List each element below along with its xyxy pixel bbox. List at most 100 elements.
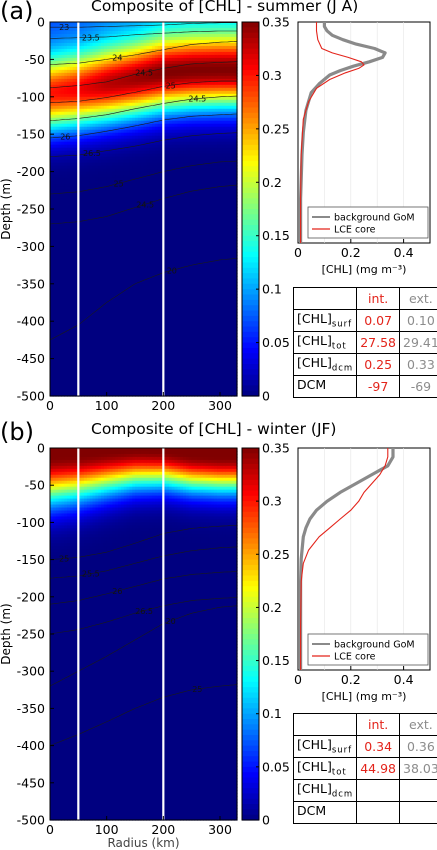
heatmap-cell	[61, 27, 65, 32]
heatmap-cell	[50, 222, 54, 227]
heatmap-cell	[126, 345, 130, 349]
heatmap-cell	[92, 348, 96, 352]
heatmap-cell	[129, 144, 133, 149]
heatmap-cell	[109, 249, 113, 253]
heatmap-cell	[115, 300, 119, 304]
heatmap-cell	[112, 291, 116, 295]
heatmap-cell	[58, 393, 62, 397]
heatmap-cell	[103, 333, 108, 337]
heatmap-cell	[129, 165, 133, 170]
heatmap-cell	[129, 252, 133, 256]
heatmap-cell	[78, 30, 82, 35]
heatmap-cell	[75, 231, 79, 236]
heatmap-cell	[67, 22, 71, 26]
heatmap-cell	[61, 207, 65, 212]
heatmap-cell	[154, 156, 159, 161]
heatmap-cell	[140, 192, 145, 197]
heatmap-cell	[50, 303, 54, 307]
heatmap-cell	[109, 294, 113, 298]
heatmap-cell	[61, 168, 65, 173]
heatmap-cell	[86, 312, 91, 316]
heatmap-cell	[89, 186, 94, 191]
heatmap-cell	[140, 120, 145, 125]
heatmap-cell	[137, 108, 142, 113]
heatmap-cell	[132, 297, 136, 301]
heatmap-cell	[132, 162, 136, 167]
heatmap-cell	[126, 270, 130, 274]
heatmap-cell	[137, 195, 142, 200]
heatmap-cell	[120, 162, 125, 167]
heatmap-cell	[152, 294, 156, 298]
heatmap-cell	[132, 333, 136, 337]
heatmap-cell	[129, 378, 133, 382]
heatmap-cell	[72, 366, 77, 370]
heatmap-cell	[78, 135, 82, 140]
heatmap-cell	[89, 141, 94, 146]
heatmap-cell	[126, 279, 130, 283]
heatmap-cell	[95, 318, 99, 322]
heatmap-cell	[69, 342, 74, 346]
heatmap-cell	[101, 39, 105, 44]
heatmap-cell	[61, 315, 65, 319]
heatmap-cell	[132, 312, 136, 316]
heatmap-cell	[106, 132, 111, 137]
heatmap-cell	[123, 114, 128, 119]
heatmap-cell	[106, 210, 111, 215]
heatmap-cell	[140, 153, 145, 158]
heatmap-cell	[143, 357, 147, 361]
heatmap-cell	[75, 111, 79, 116]
heatmap-cell	[143, 183, 147, 188]
heatmap-cell	[106, 318, 111, 322]
heatmap-cell	[129, 90, 133, 95]
heatmap-cell	[55, 75, 60, 80]
heatmap-cell	[120, 81, 125, 86]
heatmap-cell	[95, 153, 99, 158]
heatmap-cell	[78, 117, 82, 122]
heatmap-cell	[67, 189, 71, 194]
heatmap-cell	[64, 36, 68, 41]
heatmap-cell	[106, 237, 111, 242]
heatmap-cell	[146, 207, 150, 212]
heatmap-cell	[123, 246, 128, 250]
heatmap-cell	[78, 177, 82, 182]
heatmap-cell	[123, 162, 128, 167]
heatmap-cell	[81, 171, 85, 176]
heatmap-cell	[137, 270, 142, 274]
heatmap-cell	[92, 318, 96, 322]
heatmap-cell	[89, 312, 94, 316]
heatmap-cell	[118, 270, 122, 274]
heatmap-cell	[84, 69, 88, 74]
heatmap-cell	[157, 297, 162, 301]
heatmap-cell	[69, 114, 74, 119]
heatmap-cell	[135, 159, 139, 164]
heatmap-cell	[98, 39, 102, 44]
heatmap-cell	[160, 186, 164, 191]
heatmap-cell	[81, 375, 85, 379]
heatmap-cell	[132, 225, 136, 230]
heatmap-cell	[160, 204, 164, 209]
heatmap-cell	[103, 171, 108, 176]
heatmap-cell	[101, 174, 105, 179]
heatmap-cell	[69, 216, 74, 221]
heatmap-cell	[98, 288, 102, 292]
heatmap-cell	[61, 159, 65, 164]
heatmap-cell	[52, 354, 57, 358]
heatmap-cell	[95, 177, 99, 182]
heatmap-cell	[129, 357, 133, 361]
heatmap-cell	[140, 393, 145, 397]
heatmap-cell	[154, 294, 159, 298]
heatmap-cell	[55, 102, 60, 107]
heatmap-cell	[143, 213, 147, 218]
heatmap-cell	[84, 78, 88, 83]
heatmap-cell	[92, 22, 96, 26]
heatmap-cell	[72, 228, 77, 233]
heatmap-cell	[61, 255, 65, 259]
heatmap-cell	[149, 126, 153, 131]
heatmap-cell	[137, 282, 142, 286]
heatmap-cell	[112, 222, 116, 227]
heatmap-cell	[154, 285, 159, 289]
heatmap-cell	[109, 180, 113, 185]
heatmap-cell	[55, 378, 60, 382]
heatmap-cell	[126, 222, 130, 227]
heatmap-cell	[78, 279, 82, 283]
